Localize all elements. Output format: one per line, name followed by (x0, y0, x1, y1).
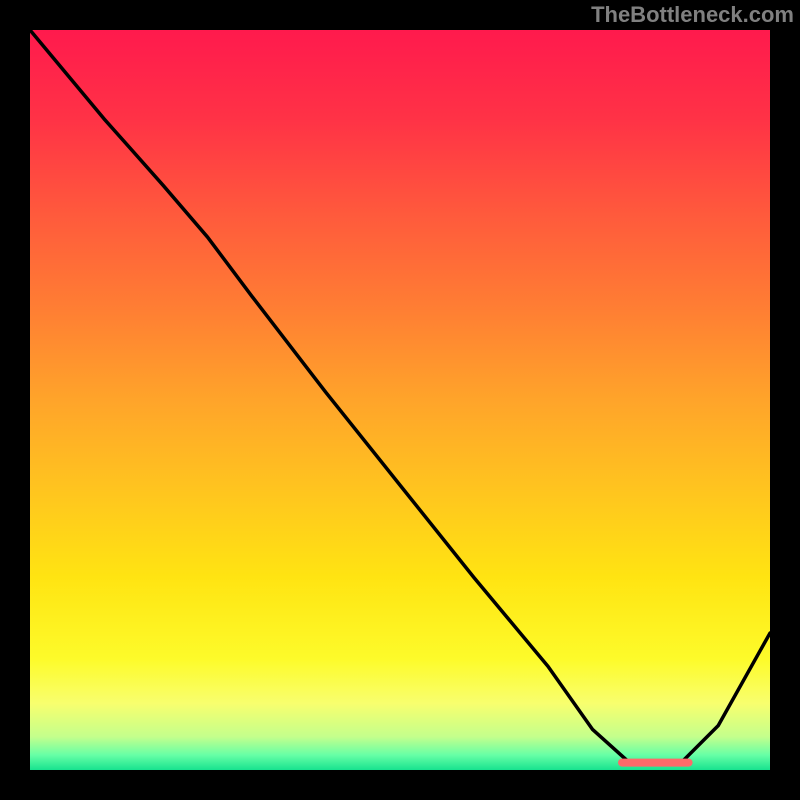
bottleneck-chart (0, 0, 800, 800)
chart-container: TheBottleneck.com (0, 0, 800, 800)
watermark-label: TheBottleneck.com (591, 2, 794, 28)
gradient-background (30, 30, 770, 770)
